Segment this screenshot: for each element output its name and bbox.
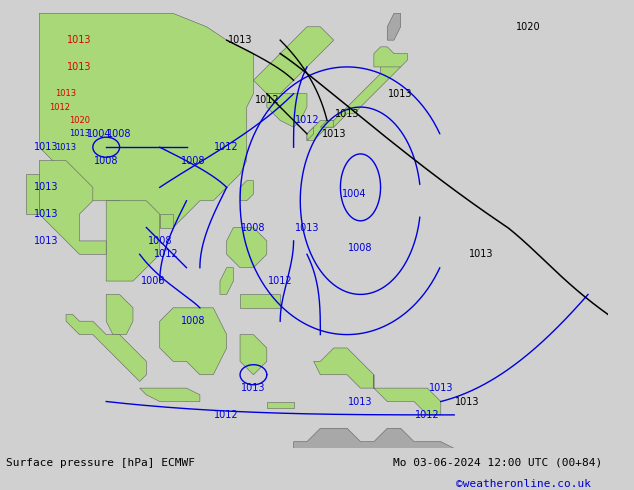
Polygon shape [387,13,401,40]
Text: 1020: 1020 [69,116,90,125]
Text: 1008: 1008 [181,156,205,166]
Text: 1013: 1013 [429,383,453,393]
Text: 1013: 1013 [321,129,346,139]
Polygon shape [160,214,173,227]
Text: ©weatheronline.co.uk: ©weatheronline.co.uk [456,479,592,489]
Text: 1012: 1012 [154,249,179,259]
Polygon shape [39,13,254,227]
Text: 1008: 1008 [348,243,373,253]
Text: 1008: 1008 [141,276,165,286]
Text: 1020: 1020 [515,22,540,32]
Text: 1008: 1008 [181,316,205,326]
Text: 1012: 1012 [268,276,292,286]
Polygon shape [39,161,107,254]
Text: 1013: 1013 [34,209,58,219]
Polygon shape [240,181,254,201]
Polygon shape [240,335,267,375]
Text: 1013: 1013 [67,35,92,45]
Text: 1013: 1013 [348,396,373,407]
Text: 1012: 1012 [254,96,279,105]
Polygon shape [107,201,160,281]
Polygon shape [220,268,233,294]
Text: 1008: 1008 [148,236,172,246]
Text: 1013: 1013 [228,35,252,45]
Polygon shape [294,428,454,452]
Text: Mo 03-06-2024 12:00 UTC (00+84): Mo 03-06-2024 12:00 UTC (00+84) [393,458,602,468]
Text: 1012: 1012 [214,410,239,420]
Text: 1008: 1008 [241,222,266,233]
Text: 1013: 1013 [67,62,92,72]
Polygon shape [227,227,267,268]
Polygon shape [314,348,374,388]
Polygon shape [66,315,146,381]
Text: 1013: 1013 [34,236,58,246]
Text: 1013: 1013 [56,89,77,98]
Polygon shape [374,375,441,415]
Polygon shape [139,388,200,401]
Text: 1013: 1013 [335,109,359,119]
Polygon shape [267,401,294,408]
Polygon shape [26,174,39,214]
Text: 1012: 1012 [49,102,70,112]
Text: Surface pressure [hPa] ECMWF: Surface pressure [hPa] ECMWF [6,458,195,468]
Polygon shape [267,94,307,127]
Text: 1013: 1013 [69,129,90,138]
Polygon shape [160,308,227,375]
Polygon shape [320,121,333,127]
Text: 1008: 1008 [107,129,132,139]
Text: 1012: 1012 [295,116,320,125]
Text: 1004: 1004 [342,189,366,199]
Text: 1012: 1012 [214,142,239,152]
Text: 1013: 1013 [34,182,58,193]
Text: 1012: 1012 [415,410,440,420]
Polygon shape [307,127,314,141]
Text: 1013: 1013 [455,396,480,407]
Polygon shape [254,27,333,94]
Text: 1013: 1013 [295,222,319,233]
Text: 1013: 1013 [34,142,58,152]
Text: 1013: 1013 [56,143,77,152]
Polygon shape [374,47,407,67]
Text: 1004: 1004 [87,129,112,139]
Polygon shape [240,294,280,308]
Text: 1013: 1013 [469,249,493,259]
Text: 1013: 1013 [241,383,266,393]
Text: 1013: 1013 [389,89,413,98]
Polygon shape [307,60,401,141]
Polygon shape [107,294,133,335]
Text: 1008: 1008 [94,156,119,166]
